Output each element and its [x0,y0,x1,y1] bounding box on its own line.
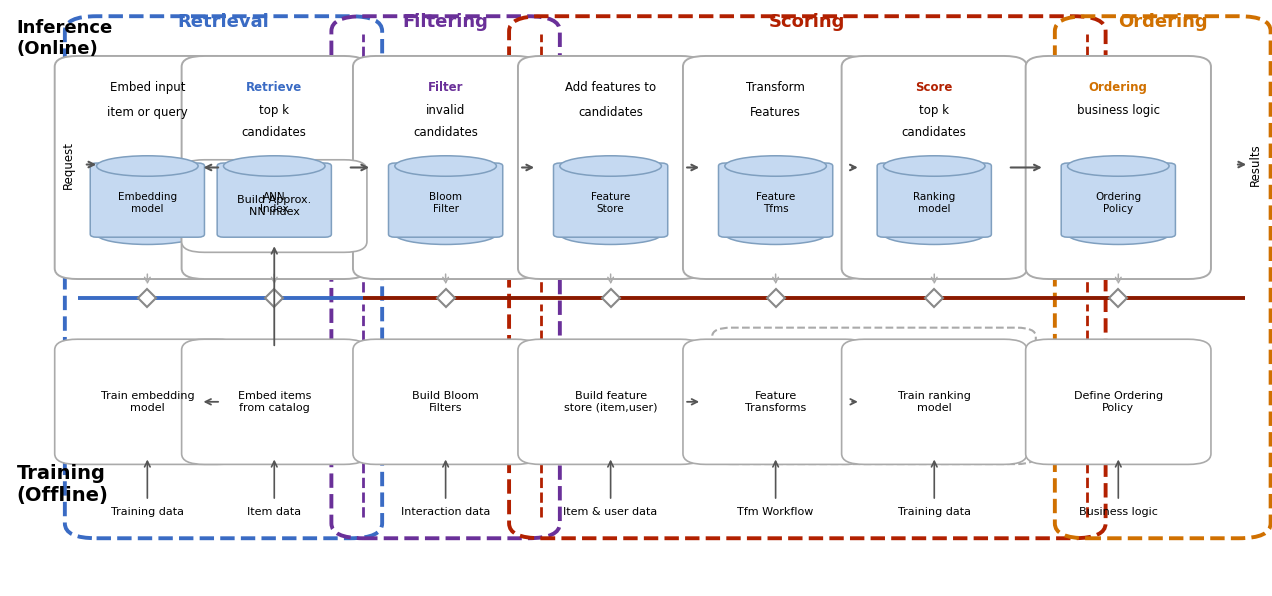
Text: Retrieval: Retrieval [178,13,270,31]
FancyBboxPatch shape [518,339,703,464]
Text: Scoring: Scoring [770,13,846,31]
Text: top k: top k [920,104,949,117]
Ellipse shape [725,156,827,176]
FancyBboxPatch shape [352,56,538,279]
FancyBboxPatch shape [683,56,869,279]
Ellipse shape [224,156,326,176]
Text: Train embedding
model: Train embedding model [100,391,195,412]
FancyBboxPatch shape [842,56,1027,279]
FancyBboxPatch shape [683,339,869,464]
Text: candidates: candidates [242,126,307,139]
Text: Build Approx.
NN index: Build Approx. NN index [237,195,312,217]
Text: Training data: Training data [111,507,184,517]
Text: Results: Results [1249,143,1262,186]
Text: Feature
Transforms: Feature Transforms [745,391,806,412]
Text: Embedding
model: Embedding model [118,193,177,214]
Ellipse shape [394,224,496,244]
Text: Business logic: Business logic [1079,507,1158,517]
Text: Define Ordering
Policy: Define Ordering Policy [1074,391,1163,412]
Text: Request: Request [62,141,75,188]
Text: Embed items
from catalog: Embed items from catalog [238,391,310,412]
Text: Build feature
store (item,user): Build feature store (item,user) [563,391,658,412]
FancyBboxPatch shape [90,163,205,237]
Text: Build Bloom
Filters: Build Bloom Filters [412,391,480,412]
Ellipse shape [884,224,985,244]
FancyBboxPatch shape [1025,339,1211,464]
Ellipse shape [97,156,198,176]
FancyBboxPatch shape [553,163,668,237]
Text: invalid: invalid [426,104,466,117]
Text: candidates: candidates [413,126,478,139]
FancyBboxPatch shape [182,56,366,279]
Text: Bloom
Filter: Bloom Filter [429,193,462,214]
FancyBboxPatch shape [182,339,366,464]
Ellipse shape [725,224,827,244]
Ellipse shape [97,224,198,244]
Text: Inference
(Online): Inference (Online) [17,19,113,58]
Text: Item data: Item data [247,507,301,517]
Text: Training data: Training data [898,507,971,517]
Ellipse shape [1067,224,1169,244]
Text: Embed input: Embed input [109,82,186,95]
Text: Ordering: Ordering [1118,13,1207,31]
Text: ANN
Index: ANN Index [259,193,289,214]
Text: candidates: candidates [579,107,644,119]
Text: Feature
Store: Feature Store [591,193,630,214]
Text: Features: Features [750,107,801,119]
FancyBboxPatch shape [55,339,240,464]
Ellipse shape [560,224,661,244]
FancyBboxPatch shape [518,56,703,279]
FancyBboxPatch shape [1025,56,1211,279]
FancyBboxPatch shape [182,160,366,252]
FancyBboxPatch shape [842,339,1027,464]
Text: item or query: item or query [107,107,188,119]
Text: Tfm Workflow: Tfm Workflow [738,507,814,517]
Text: Filtering: Filtering [403,13,488,31]
Text: Retrieve: Retrieve [247,82,303,95]
FancyBboxPatch shape [878,163,991,237]
Ellipse shape [394,156,496,176]
Text: top k: top k [259,104,289,117]
FancyBboxPatch shape [719,163,833,237]
FancyBboxPatch shape [55,56,240,279]
Text: Ordering
Policy: Ordering Policy [1095,193,1141,214]
Text: Transform: Transform [747,82,805,95]
Text: Ordering: Ordering [1089,82,1147,95]
Text: Score: Score [916,82,953,95]
Ellipse shape [560,156,661,176]
Text: Train ranking
model: Train ranking model [898,391,971,412]
Text: Filter: Filter [427,82,463,95]
FancyBboxPatch shape [1061,163,1175,237]
Text: Interaction data: Interaction data [401,507,490,517]
FancyBboxPatch shape [388,163,502,237]
FancyBboxPatch shape [352,339,538,464]
Text: Item & user data: Item & user data [563,507,658,517]
FancyBboxPatch shape [218,163,332,237]
Ellipse shape [1067,156,1169,176]
Text: Training
(Offline): Training (Offline) [17,464,108,505]
Text: candidates: candidates [902,126,967,139]
Text: Add features to: Add features to [565,82,656,95]
Text: Feature
Tfms: Feature Tfms [756,193,795,214]
Ellipse shape [224,224,326,244]
Ellipse shape [884,156,985,176]
Text: Ranking
model: Ranking model [913,193,955,214]
Text: business logic: business logic [1077,104,1160,117]
